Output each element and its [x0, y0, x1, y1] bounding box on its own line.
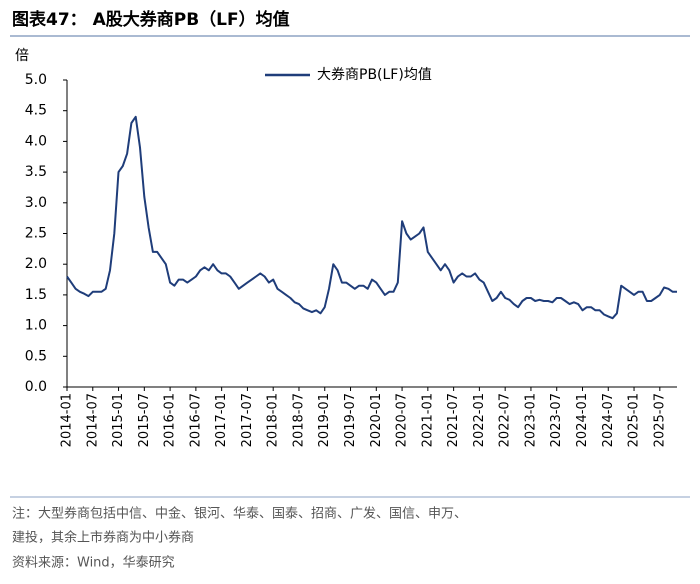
x-tick-label: 2014-01 — [60, 393, 75, 447]
note: 建投，其余上市券商为中小券商 — [12, 530, 194, 546]
x-tick-label: 2016-01 — [163, 393, 178, 447]
legend-label: 大券商PB(LF)均值 — [317, 67, 432, 83]
y-tick-label: 0.0 — [25, 379, 47, 395]
x-tick-label: 2022-01 — [472, 393, 487, 447]
y-tick-label: 2.0 — [25, 256, 47, 272]
x-tick-label: 2023-01 — [523, 393, 538, 447]
y-tick-label: 3.0 — [25, 195, 47, 211]
x-tick-label: 2024-07 — [601, 393, 616, 447]
x-tick-label: 2019-07 — [343, 393, 358, 447]
x-tick-label: 2016-07 — [188, 393, 203, 447]
x-tick-label: 2020-07 — [395, 393, 410, 447]
x-tick-label: 2017-01 — [214, 393, 229, 447]
title: 图表47： A股大券商PB（LF）均值 — [12, 9, 290, 30]
y-tick-label: 5.0 — [25, 72, 47, 88]
x-tick-label: 2021-07 — [446, 393, 461, 447]
x-tick-label: 2022-07 — [498, 393, 513, 447]
y-tick-label: 3.5 — [25, 164, 47, 180]
x-tick-label: 2015-07 — [137, 393, 152, 447]
y-axis-label: 倍 — [15, 48, 29, 64]
x-tick-label: 2023-07 — [549, 393, 564, 447]
source: 资料来源：Wind，华泰研究 — [12, 556, 175, 571]
x-tick-label: 2015-01 — [111, 393, 126, 447]
x-tick-label: 2018-01 — [266, 393, 281, 447]
x-tick-label: 2018-07 — [291, 393, 306, 447]
x-tick-label: 2019-01 — [317, 393, 332, 447]
x-tick-label: 2025-01 — [627, 393, 642, 447]
x-tick-label: 2020-01 — [369, 393, 384, 447]
y-tick-label: 1.5 — [25, 287, 47, 303]
note: 注：大型券商包括中信、中金、银河、华泰、国泰、招商、广发、国信、申万、 — [12, 506, 467, 522]
x-tick-label: 2025-07 — [652, 393, 667, 447]
y-tick-label: 4.0 — [25, 133, 47, 149]
x-tick-label: 2017-07 — [240, 393, 255, 447]
y-tick-label: 1.0 — [25, 318, 47, 334]
y-tick-label: 2.5 — [25, 226, 47, 242]
y-tick-label: 4.5 — [25, 103, 47, 119]
y-tick-label: 0.5 — [25, 348, 47, 364]
x-tick-label: 2024-01 — [575, 393, 590, 447]
data-line — [66, 115, 677, 320]
x-tick-label: 2014-07 — [85, 393, 100, 447]
x-tick-label: 2021-01 — [420, 393, 435, 447]
